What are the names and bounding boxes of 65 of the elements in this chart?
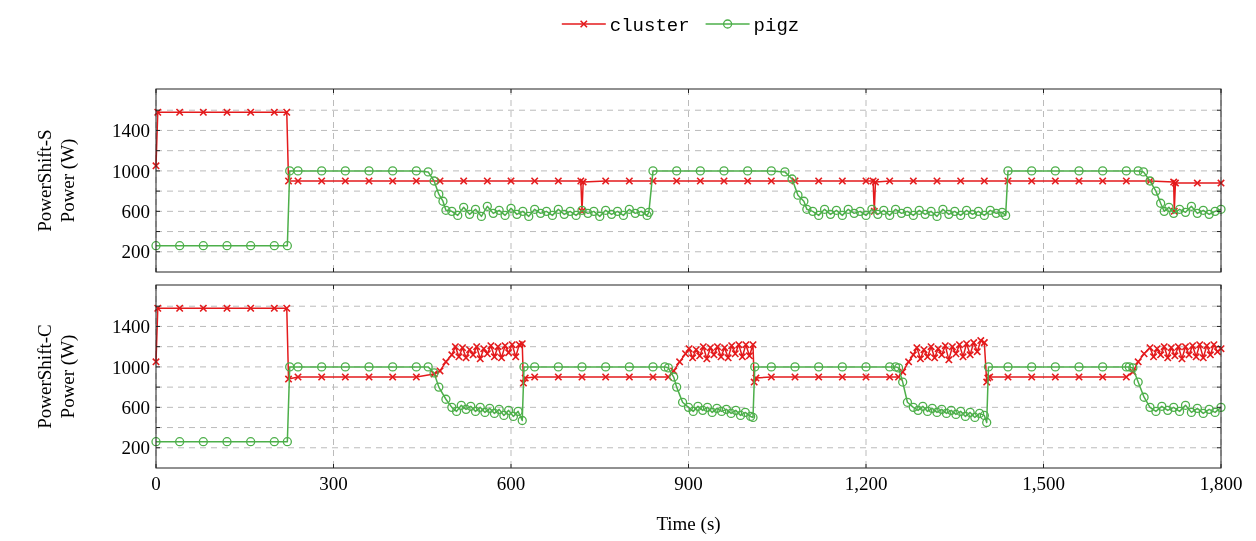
point [909,177,918,186]
point [933,177,941,186]
point [246,108,255,117]
point [152,161,160,170]
y-tick-label: 600 [121,200,150,222]
point [1098,177,1107,186]
point [579,178,588,187]
point [507,177,515,186]
x-tick-label: 900 [674,473,703,494]
point [483,177,492,186]
point [649,177,657,186]
point [672,177,681,186]
point [1051,177,1060,186]
y-axis-title: PowerShift-S Power (W) [34,129,80,232]
point [743,177,752,186]
x-tick-label: 1,800 [1199,473,1243,494]
point [223,108,231,117]
legend-label: pigz [753,14,800,37]
y-tick-label: 600 [121,396,150,418]
point [270,108,279,117]
point [1217,179,1225,188]
point [530,177,539,186]
point [720,177,728,186]
point [199,108,208,117]
point [1122,177,1131,186]
point [341,177,350,186]
y-tick-label: 1000 [112,160,150,182]
x-tick-label: 600 [496,473,526,494]
y-axis-title: PowerShift-C Power (W) [34,324,80,429]
point [625,177,634,186]
point [436,177,444,186]
x-tick-label: 0 [151,473,161,494]
point [554,177,563,186]
point [388,177,397,186]
point [1075,177,1083,186]
point [317,177,326,186]
point [365,177,373,186]
point [601,177,610,186]
point [696,177,705,186]
y-tick-label: 200 [121,437,150,459]
point [282,108,291,117]
point [412,177,421,186]
x-axis-title: Time (s) [656,513,721,535]
y-tick-label: 200 [121,241,150,263]
point [1027,177,1036,186]
point [956,177,965,186]
point [1004,177,1012,186]
y-tick-label: 1400 [112,316,150,338]
point [791,177,799,186]
point [980,177,989,186]
x-tick-label: 1,500 [1022,473,1065,494]
y-tick-label: 1000 [112,356,150,378]
point [767,177,776,186]
point [814,177,823,186]
y-tick-label: 1400 [112,120,150,142]
x-tick-label: 1,200 [844,473,888,494]
point [1193,179,1202,188]
point [838,177,847,186]
point [576,177,585,186]
legend-label: cluster [609,14,690,37]
point [175,108,184,117]
point [459,177,468,186]
x-tick-label: 300 [319,473,348,494]
point [153,108,162,117]
point [885,177,894,186]
